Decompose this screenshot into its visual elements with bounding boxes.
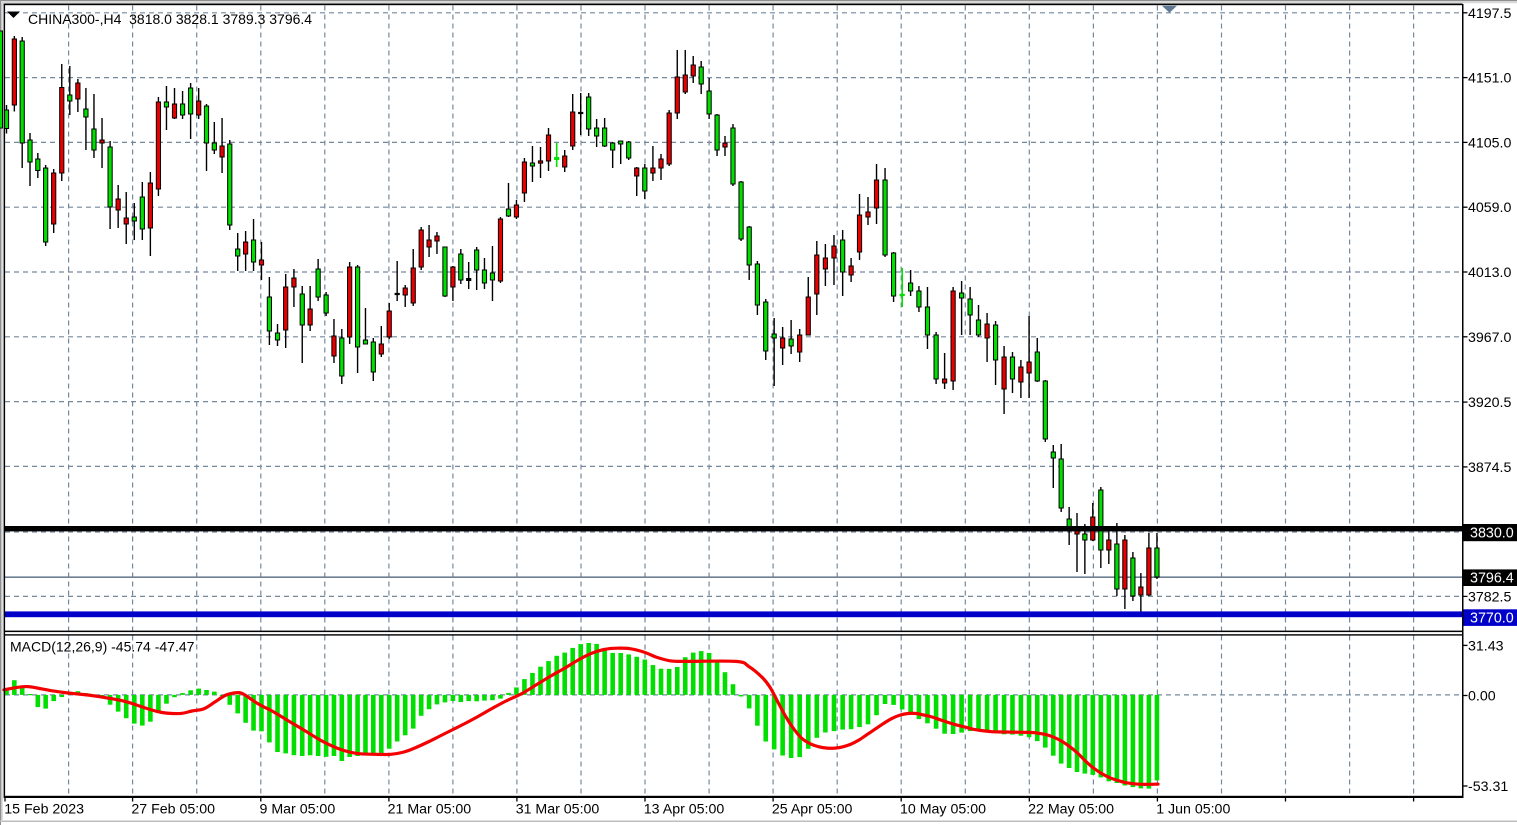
svg-text:1 Jun 05:00: 1 Jun 05:00 — [1156, 802, 1230, 818]
svg-text:CHINA300-,H4 3818.0 3828.1 37: CHINA300-,H4 3818.0 3828.1 3789.3 3796.4 — [28, 11, 312, 27]
svg-text:3967.0: 3967.0 — [1468, 330, 1512, 346]
svg-text:3770.0: 3770.0 — [1470, 611, 1514, 627]
svg-text:4013.0: 4013.0 — [1468, 265, 1512, 281]
svg-text:4059.0: 4059.0 — [1468, 200, 1512, 216]
svg-text:31.43: 31.43 — [1468, 638, 1504, 654]
svg-text:-53.31: -53.31 — [1468, 779, 1508, 795]
svg-text:13 Apr 05:00: 13 Apr 05:00 — [644, 802, 725, 818]
svg-text:31 Mar 05:00: 31 Mar 05:00 — [516, 802, 600, 818]
svg-text:9 Mar 05:00: 9 Mar 05:00 — [260, 802, 336, 818]
svg-text:10 May 05:00: 10 May 05:00 — [900, 802, 986, 818]
svg-text:3830.0: 3830.0 — [1470, 526, 1514, 542]
svg-text:4105.0: 4105.0 — [1468, 135, 1512, 151]
svg-text:3796.4: 3796.4 — [1470, 571, 1514, 587]
svg-text:25 Apr 05:00: 25 Apr 05:00 — [772, 802, 853, 818]
svg-text:3782.5: 3782.5 — [1468, 589, 1512, 605]
svg-text:15 Feb 2023: 15 Feb 2023 — [4, 802, 84, 818]
svg-text:22 May 05:00: 22 May 05:00 — [1028, 802, 1114, 818]
svg-text:4197.5: 4197.5 — [1468, 6, 1512, 22]
svg-text:27 Feb 05:00: 27 Feb 05:00 — [131, 802, 215, 818]
svg-text:3874.5: 3874.5 — [1468, 460, 1512, 476]
svg-text:21 Mar 05:00: 21 Mar 05:00 — [388, 802, 472, 818]
svg-text:4151.0: 4151.0 — [1468, 71, 1512, 87]
svg-text:3920.5: 3920.5 — [1468, 395, 1512, 411]
svg-text:MACD(12,26,9) -45.74 -47.47: MACD(12,26,9) -45.74 -47.47 — [10, 639, 195, 655]
svg-text:0.00: 0.00 — [1468, 689, 1496, 705]
